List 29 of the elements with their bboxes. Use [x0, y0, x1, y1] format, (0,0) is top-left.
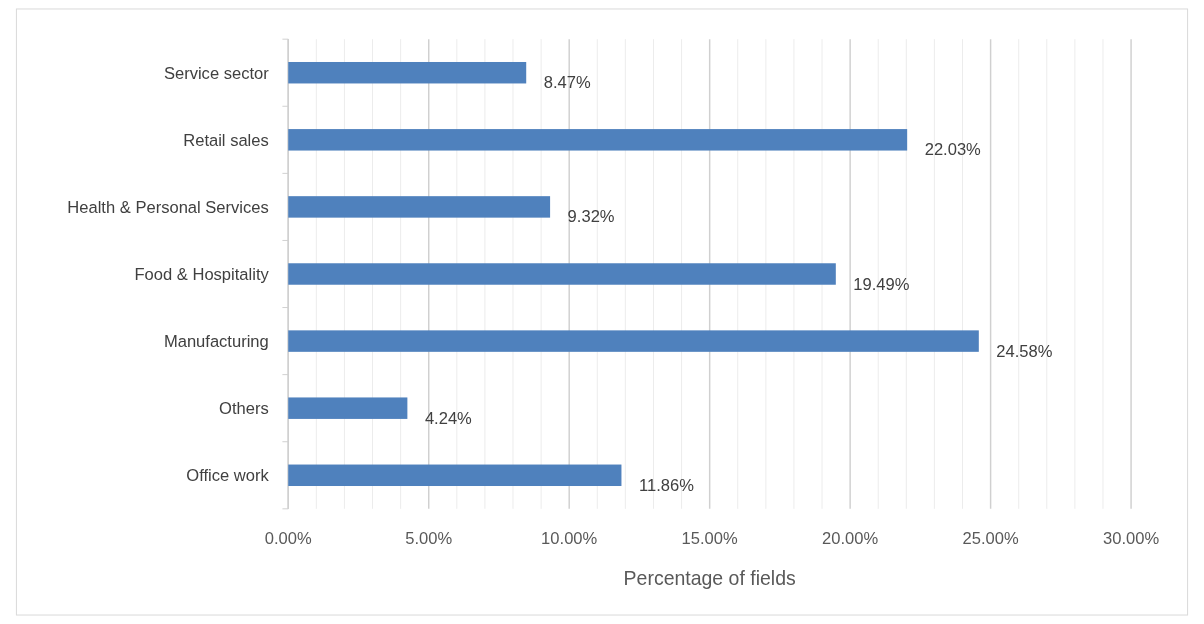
y-tick-label: Food & Hospitality — [134, 264, 270, 284]
data-label: 4.24% — [424, 408, 473, 428]
data-label: 24.58% — [996, 341, 1053, 361]
y-tick-label: Retail sales — [183, 130, 269, 150]
data-label: 22.03% — [924, 140, 982, 160]
bar — [288, 330, 979, 352]
x-tick-label: 20.00% — [822, 528, 879, 548]
x-tick-label: 10.00% — [541, 528, 598, 548]
x-tick-label: 5.00% — [405, 528, 453, 548]
y-tick-label: Manufacturing — [163, 331, 269, 351]
x-tick-label: 0.00% — [264, 528, 312, 548]
bar — [288, 129, 908, 151]
data-label: 8.47% — [543, 73, 591, 93]
data-label: 9.32% — [567, 207, 615, 227]
y-tick-label: Office work — [186, 466, 270, 486]
bar — [288, 196, 551, 218]
data-label: 19.49% — [853, 274, 910, 294]
bar — [288, 263, 836, 285]
y-tick-label: Service sector — [163, 63, 270, 83]
y-tick-label: Others — [219, 398, 269, 418]
y-tick-label: Health & Personal Services — [67, 197, 269, 217]
x-tick-label: 25.00% — [962, 528, 1019, 548]
data-label: 11.86% — [638, 475, 695, 495]
x-tick-label: 15.00% — [681, 528, 739, 548]
x-tick-label: 30.00% — [1103, 528, 1160, 548]
bar — [288, 464, 622, 487]
bar — [288, 397, 408, 419]
bar — [288, 61, 527, 84]
x-axis-title: Percentage of fields — [623, 566, 796, 589]
